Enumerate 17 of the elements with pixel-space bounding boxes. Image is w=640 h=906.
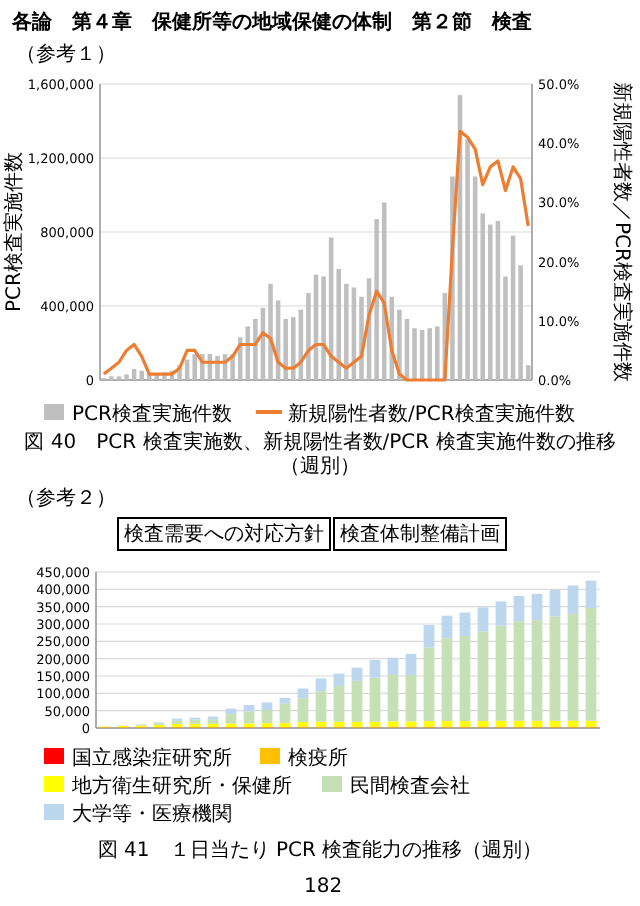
legend-label: 民間検査会社 bbox=[350, 774, 470, 798]
legend-label: 地方衛生研究所・保健所 bbox=[70, 774, 292, 798]
y-axis-title: PCR検査実施件数 bbox=[2, 152, 26, 312]
legend-label: PCR検査実施件数 bbox=[72, 402, 232, 426]
legend-label: 新規陽性者数/PCR検査実施件数 bbox=[287, 402, 575, 426]
legend-label: 検疫所 bbox=[288, 746, 348, 770]
legend-label: 国立感染症研究所 bbox=[72, 746, 232, 770]
text: 検査体制整備計画 bbox=[340, 522, 500, 546]
chart-title: 各論 第４章 保健所等の地域保健の体制 第２節 検査 bbox=[10, 10, 532, 34]
text: 検査需要への対応方針 bbox=[124, 522, 324, 546]
legend-label: 大学等・医療機関 bbox=[72, 802, 232, 826]
text: 182 bbox=[304, 876, 343, 898]
y2-axis-title: 新規陽性者数／PCR検査実施件数 bbox=[610, 82, 634, 382]
caption: 図 41 １日当たり PCR 検査能力の推移（週別） bbox=[97, 838, 543, 862]
caption: 図 40 PCR 検査実施数、新規陽性者数/PCR 検査実施件数の推移（週別） bbox=[24, 430, 616, 478]
chart-subtitle: （参考１） bbox=[16, 42, 116, 66]
chart-subtitle: （参考２） bbox=[16, 486, 116, 510]
